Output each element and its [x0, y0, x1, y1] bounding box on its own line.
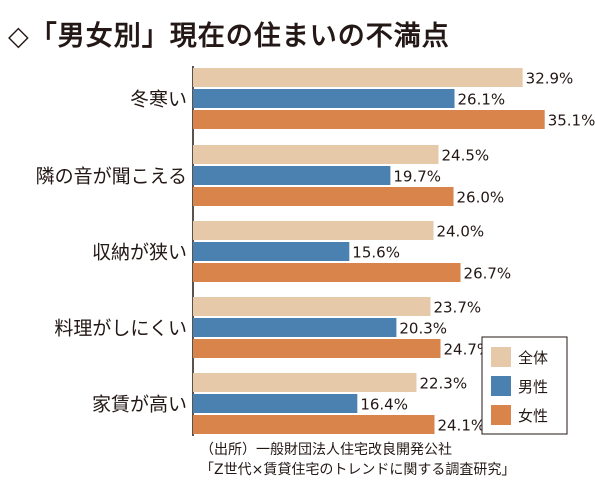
bar-男性: [193, 394, 358, 413]
source-line-2: 「Z世代×賃貸住宅のトレンドに関する調査研究」: [200, 462, 516, 478]
source-line-1: （出所）一般財団法人住宅改良開発公社: [200, 442, 452, 458]
data-label: 24.0%: [436, 223, 484, 241]
legend-swatch: [491, 376, 511, 396]
category-label: 冬寒い: [130, 89, 187, 111]
category-label: 収納が狭い: [92, 242, 187, 264]
data-label: 19.7%: [393, 168, 441, 186]
data-label: 26.0%: [457, 189, 505, 207]
data-label: 15.6%: [352, 244, 400, 262]
data-label: 26.7%: [464, 265, 512, 283]
data-label: 22.3%: [419, 375, 467, 393]
data-label: 23.7%: [433, 299, 481, 317]
category-label: 隣の音が聞こえる: [36, 166, 187, 188]
chart-title: ◇「男女別」現在の住まいの不満点: [8, 21, 450, 52]
source-note: （出所）一般財団法人住宅改良開発公社 「Z世代×賃貸住宅のトレンドに関する調査研…: [200, 440, 515, 480]
data-label: 20.3%: [399, 320, 447, 338]
bar-全体: [193, 221, 434, 240]
bar-全体: [193, 297, 431, 316]
legend-label: 女性: [518, 407, 548, 425]
bar-男性: [193, 242, 350, 261]
bar-男性: [193, 166, 391, 185]
category-label: 料理がしにくい: [54, 318, 187, 340]
data-label: 24.7%: [443, 341, 491, 359]
bar-全体: [193, 145, 439, 164]
legend-label: 男性: [518, 378, 548, 396]
bar-男性: [193, 89, 455, 108]
data-label: 26.1%: [458, 91, 506, 109]
legend-label: 全体: [518, 349, 548, 367]
bar-女性: [193, 187, 454, 206]
bar-女性: [193, 263, 461, 282]
bar-女性: [193, 415, 435, 434]
bar-全体: [193, 373, 417, 392]
bar-全体: [193, 68, 523, 87]
category-label: 家賃が高い: [92, 394, 187, 416]
data-label: 24.5%: [441, 147, 489, 165]
legend-swatch: [491, 347, 511, 367]
data-label: 16.4%: [360, 396, 408, 414]
legend-swatch: [491, 405, 511, 425]
bar-男性: [193, 318, 397, 337]
bar-女性: [193, 110, 545, 129]
data-label: 24.1%: [437, 417, 485, 435]
bar-女性: [193, 339, 441, 358]
data-label: 32.9%: [526, 70, 574, 88]
data-label: 35.1%: [548, 112, 595, 130]
